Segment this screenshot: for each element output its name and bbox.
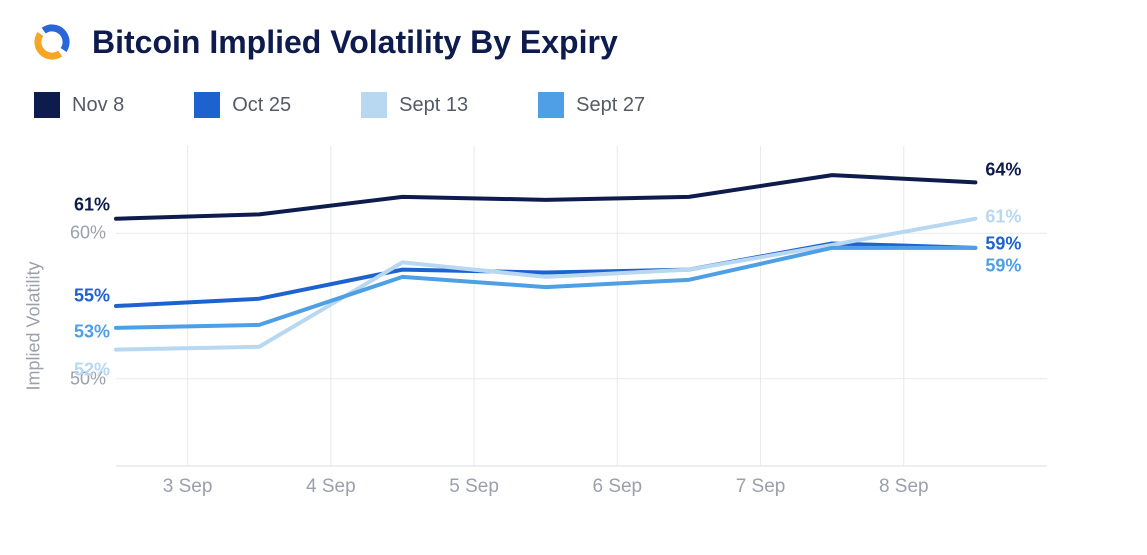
data-label-start-oct25: 55% bbox=[74, 286, 110, 307]
plot-svg bbox=[116, 146, 1047, 466]
legend-item-nov8: Nov 8 bbox=[34, 92, 124, 118]
x-tick-label: 5 Sep bbox=[449, 476, 499, 498]
plot-area bbox=[116, 146, 1047, 466]
series-line-sept27 bbox=[116, 248, 975, 328]
x-tick-label: 4 Sep bbox=[306, 476, 356, 498]
legend: Nov 8 Oct 25 Sept 13 Sept 27 bbox=[30, 92, 1117, 118]
header: Bitcoin Implied Volatility By Expiry bbox=[30, 20, 1117, 64]
legend-swatch bbox=[194, 92, 220, 118]
data-label-start-sept27: 53% bbox=[74, 321, 110, 342]
series-line-nov8 bbox=[116, 175, 975, 219]
x-tick-label: 7 Sep bbox=[736, 476, 786, 498]
x-tick-label: 8 Sep bbox=[879, 476, 929, 498]
chart: Implied Volatility 50%60% 3 Sep4 Sep5 Se… bbox=[56, 146, 1107, 506]
y-tick-label: 60% bbox=[70, 223, 106, 244]
x-tick-label: 3 Sep bbox=[163, 476, 213, 498]
legend-label: Sept 13 bbox=[399, 94, 468, 117]
legend-item-sept27: Sept 27 bbox=[538, 92, 645, 118]
legend-item-sept13: Sept 13 bbox=[361, 92, 468, 118]
series-line-sept13 bbox=[116, 219, 975, 350]
data-label-start-sept13: 52% bbox=[74, 359, 110, 380]
series-line-oct25 bbox=[116, 243, 975, 306]
legend-swatch bbox=[34, 92, 60, 118]
data-label-end-oct25: 59% bbox=[985, 233, 1021, 254]
legend-label: Nov 8 bbox=[72, 94, 124, 117]
data-label-end-sept13: 61% bbox=[985, 206, 1021, 227]
y-axis-label: Implied Volatility bbox=[24, 261, 45, 390]
legend-swatch bbox=[538, 92, 564, 118]
data-label-start-nov8: 61% bbox=[74, 194, 110, 215]
legend-swatch bbox=[361, 92, 387, 118]
page-title: Bitcoin Implied Volatility By Expiry bbox=[92, 24, 618, 61]
x-tick-label: 6 Sep bbox=[592, 476, 642, 498]
legend-label: Oct 25 bbox=[232, 94, 291, 117]
brand-logo-icon bbox=[30, 20, 74, 64]
data-label-end-nov8: 64% bbox=[985, 160, 1021, 181]
data-label-end-sept27: 59% bbox=[985, 255, 1021, 276]
legend-item-oct25: Oct 25 bbox=[194, 92, 291, 118]
legend-label: Sept 27 bbox=[576, 94, 645, 117]
